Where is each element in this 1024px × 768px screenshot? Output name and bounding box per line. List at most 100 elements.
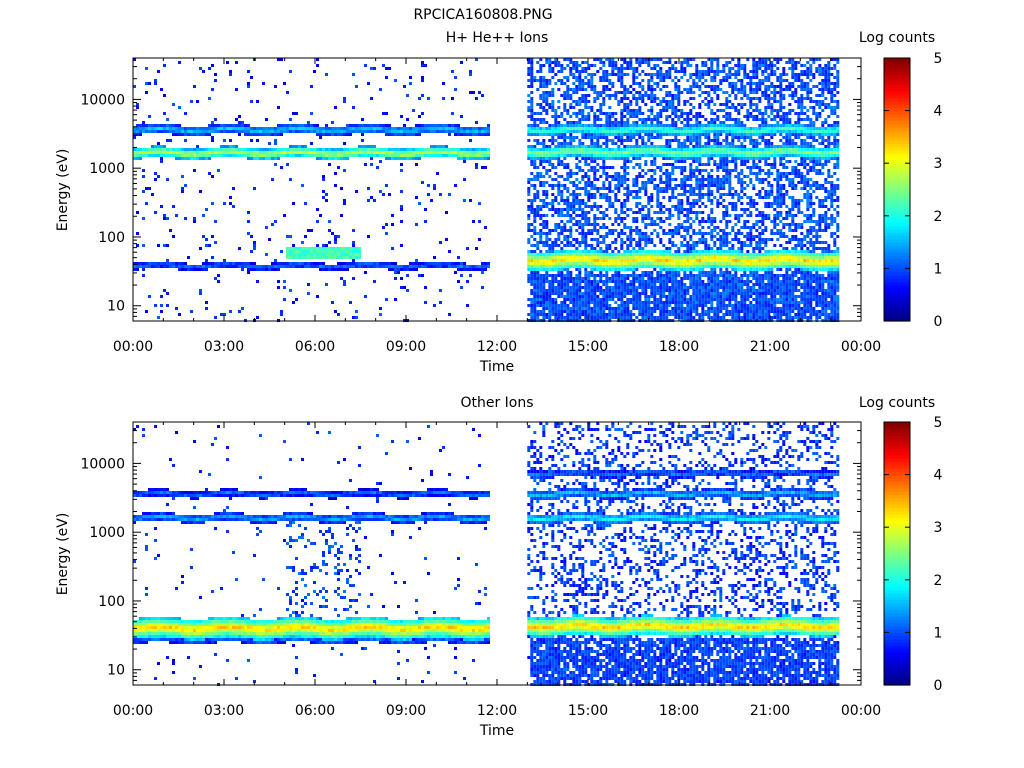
heatmap-cell xyxy=(635,253,639,256)
heatmap-cell xyxy=(620,166,624,169)
heatmap-cell xyxy=(542,307,546,310)
heatmap-cell xyxy=(536,298,540,301)
heatmap-cell xyxy=(620,229,624,232)
heatmap-cell xyxy=(554,211,558,214)
heatmap-cell xyxy=(629,241,633,244)
heatmap-cell xyxy=(692,79,696,82)
heatmap-cell xyxy=(683,142,687,145)
heatmap-cell xyxy=(587,169,591,172)
heatmap-cell xyxy=(656,211,660,214)
heatmap-cell xyxy=(325,256,328,259)
heatmap-cell xyxy=(160,130,163,133)
heatmap-cell xyxy=(659,208,663,211)
heatmap-cell xyxy=(590,130,594,133)
heatmap-cell xyxy=(478,127,481,130)
heatmap-cell xyxy=(629,64,633,67)
heatmap-cell xyxy=(650,316,654,319)
heatmap-cell xyxy=(662,100,666,103)
heatmap-cell xyxy=(644,286,648,289)
heatmap-cell xyxy=(232,187,235,190)
heatmap-cell xyxy=(644,58,648,61)
heatmap-cell xyxy=(352,127,355,130)
heatmap-cell xyxy=(478,268,481,271)
heatmap-cell xyxy=(481,151,484,154)
heatmap-cell xyxy=(608,181,612,184)
heatmap-cell xyxy=(671,64,675,67)
heatmap-cell xyxy=(229,265,232,268)
heatmap-cell xyxy=(680,211,684,214)
heatmap-cell xyxy=(596,169,600,172)
heatmap-cell xyxy=(301,250,304,253)
heatmap-cell xyxy=(665,172,669,175)
heatmap-cell xyxy=(481,148,484,151)
heatmap-cell xyxy=(247,262,250,265)
heatmap-cell xyxy=(677,298,681,301)
heatmap-cell xyxy=(548,154,552,157)
heatmap-cell xyxy=(590,88,594,91)
heatmap-cell xyxy=(668,295,672,298)
heatmap-cell xyxy=(533,163,537,166)
heatmap-cell xyxy=(674,205,678,208)
heatmap-cell xyxy=(662,211,666,214)
heatmap-cell xyxy=(406,148,409,151)
heatmap-cell xyxy=(427,265,430,268)
heatmap-cell xyxy=(533,295,537,298)
heatmap-cell xyxy=(596,151,600,154)
heatmap-cell xyxy=(665,208,669,211)
heatmap-cell xyxy=(644,307,648,310)
heatmap-cell xyxy=(530,283,534,286)
heatmap-cell xyxy=(647,241,651,244)
heatmap-cell xyxy=(283,298,286,301)
heatmap-cell xyxy=(563,253,567,256)
heatmap-cell xyxy=(334,106,337,109)
heatmap-cell xyxy=(620,205,624,208)
heatmap-cell xyxy=(548,79,552,82)
heatmap-cell xyxy=(587,316,591,319)
heatmap-cell xyxy=(569,277,573,280)
heatmap-cell xyxy=(680,280,684,283)
heatmap-cell xyxy=(644,244,648,247)
heatmap-cell xyxy=(280,151,283,154)
heatmap-cell xyxy=(572,184,576,187)
heatmap-cell xyxy=(262,154,265,157)
heatmap-cell xyxy=(617,136,621,139)
heatmap-cell xyxy=(674,298,678,301)
heatmap-cell xyxy=(256,316,259,319)
heatmap-cell xyxy=(632,295,636,298)
heatmap-cell xyxy=(662,157,666,160)
heatmap-cell xyxy=(397,157,400,160)
heatmap-cell xyxy=(626,313,630,316)
heatmap-cell xyxy=(307,130,310,133)
heatmap-cell xyxy=(641,274,645,277)
heatmap-cell xyxy=(686,121,690,124)
heatmap-cell xyxy=(481,94,484,97)
heatmap-cell xyxy=(169,154,172,157)
heatmap-cell xyxy=(641,304,645,307)
heatmap-cell xyxy=(151,262,154,265)
heatmap-cell xyxy=(620,181,624,184)
heatmap-cell xyxy=(554,118,558,121)
heatmap-cell xyxy=(572,238,576,241)
heatmap-cell xyxy=(530,208,534,211)
heatmap-cell xyxy=(578,79,582,82)
heatmap-cell xyxy=(584,247,588,250)
heatmap-cell xyxy=(566,136,570,139)
heatmap-cell xyxy=(638,58,642,61)
heatmap-cell xyxy=(560,229,564,232)
heatmap-cell xyxy=(542,154,546,157)
heatmap-cell xyxy=(641,262,645,265)
heatmap-cell xyxy=(623,283,627,286)
heatmap-cell xyxy=(527,256,531,259)
heatmap-cell xyxy=(692,154,696,157)
heatmap-cell xyxy=(632,124,636,127)
heatmap-cell xyxy=(478,154,481,157)
heatmap-cell xyxy=(596,145,600,148)
heatmap-cell xyxy=(677,217,681,220)
heatmap-cell xyxy=(340,277,343,280)
heatmap-cell xyxy=(575,172,579,175)
heatmap-cell xyxy=(569,274,573,277)
heatmap-cell xyxy=(391,262,394,265)
heatmap-cell xyxy=(566,142,570,145)
heatmap-cell xyxy=(614,307,618,310)
